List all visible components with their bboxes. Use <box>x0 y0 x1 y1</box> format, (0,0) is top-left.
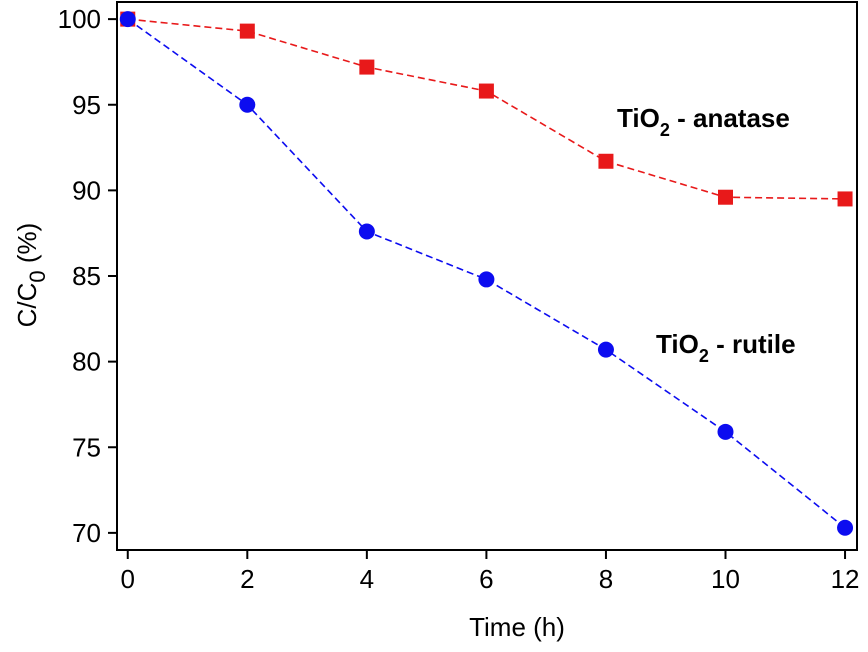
label-part: TiO <box>656 329 699 359</box>
marker <box>239 23 255 39</box>
marker <box>717 189 733 205</box>
label-sub: 2 <box>699 346 709 366</box>
y-title-part: (%) <box>12 223 42 271</box>
x-axis-title: Time (h) <box>469 612 565 642</box>
marker <box>837 191 853 207</box>
y-tick-label: 95 <box>72 90 101 120</box>
marker <box>358 223 375 240</box>
marker <box>359 59 375 75</box>
y-tick-label: 75 <box>72 432 101 462</box>
y-title-sub: 0 <box>25 270 50 282</box>
x-tick-label: 4 <box>360 564 374 594</box>
marker <box>598 153 614 169</box>
x-tick-label: 12 <box>831 564 860 594</box>
y-tick-label: 85 <box>72 261 101 291</box>
label-part: TiO <box>617 103 660 133</box>
x-tick-label: 2 <box>240 564 254 594</box>
y-axis-title: C/C0 (%) <box>12 223 50 328</box>
marker <box>239 96 256 113</box>
label-part: - anatase <box>670 103 790 133</box>
y-tick-label: 70 <box>72 518 101 548</box>
y-tick-label: 100 <box>58 4 101 34</box>
marker <box>837 519 854 536</box>
label-sub: 2 <box>660 120 670 140</box>
marker <box>597 341 614 358</box>
label-part: - rutile <box>709 329 796 359</box>
series-label: TiO2 - rutile <box>656 329 796 366</box>
y-tick-label: 90 <box>72 175 101 205</box>
marker <box>478 271 495 288</box>
marker <box>119 11 136 28</box>
marker <box>478 83 494 99</box>
x-tick-label: 6 <box>479 564 493 594</box>
marker <box>717 423 734 440</box>
x-tick-label: 8 <box>599 564 613 594</box>
y-title-part: C/C <box>12 283 42 328</box>
series-label: TiO2 - anatase <box>617 103 790 140</box>
x-tick-label: 0 <box>121 564 135 594</box>
y-tick-label: 80 <box>72 347 101 377</box>
x-tick-label: 10 <box>711 564 740 594</box>
